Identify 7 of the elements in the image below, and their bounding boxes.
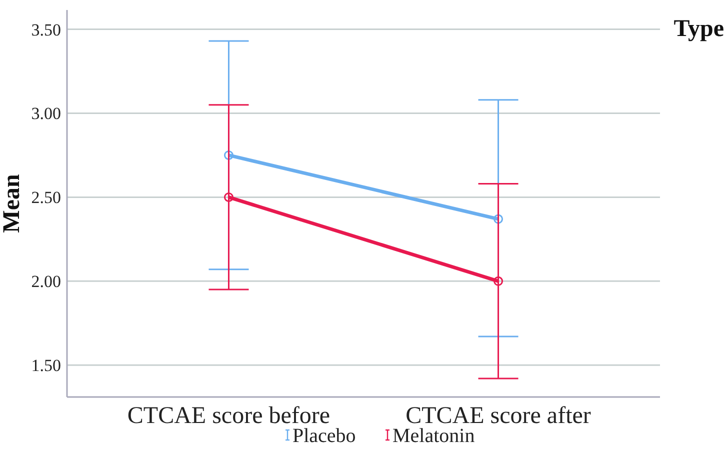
y-tick-label: 3.50 [31,20,61,40]
y-axis-title: Mean [0,174,25,233]
y-tick-label: 2.50 [31,188,61,208]
y-tick-label: 1.50 [31,356,61,376]
y-tick-label: 2.00 [31,272,61,292]
legend-title: Type [674,16,724,42]
y-tick-label: 3.00 [31,104,61,124]
